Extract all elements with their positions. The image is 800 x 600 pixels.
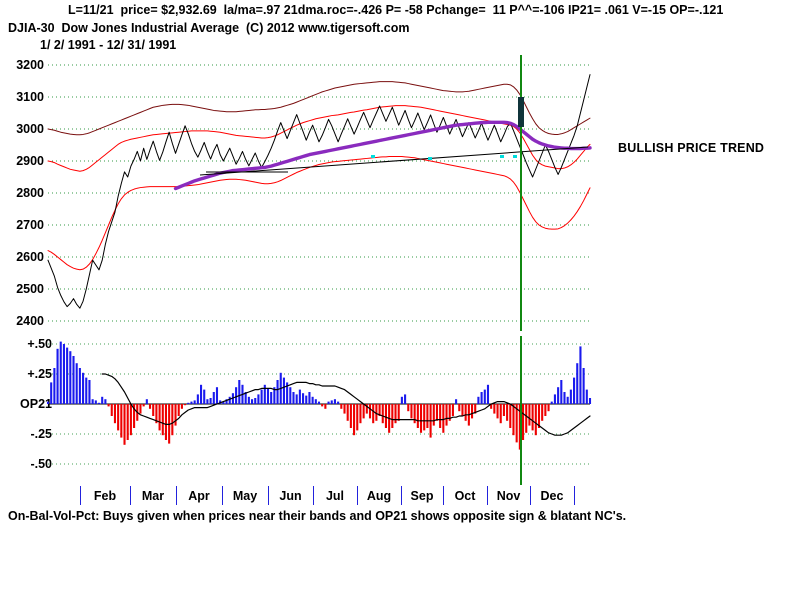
month-label-feb: Feb (93, 489, 117, 503)
price-axis-tick-3200: 3200 (16, 58, 44, 72)
price-axis-tick-3100: 3100 (16, 90, 44, 104)
month-label-mar: Mar (141, 489, 165, 503)
price-axis-tick-2400: 2400 (16, 314, 44, 328)
month-tick-4 (268, 486, 269, 505)
month-label-oct: Oct (454, 489, 476, 503)
month-tick-9 (487, 486, 488, 505)
month-tick-0 (80, 486, 81, 505)
month-axis: Feb Mar Apr May Jun Jul Aug Sep Oct Nov Dec (0, 486, 620, 508)
price-axis-tick-2600: 2600 (16, 250, 44, 264)
header-date-range: 1/ 2/ 1991 - 12/ 31/ 1991 (40, 38, 177, 52)
header-stats-line: L=11/21 price= $2,932.69 la/ma=.97 21dma… (68, 3, 724, 17)
op21-chart-plot (46, 341, 592, 465)
price-axis-tick-2500: 2500 (16, 282, 44, 296)
op21-axis-tick-+50: +.50 (27, 337, 52, 351)
op21-axis-tick--25: -.25 (30, 427, 52, 441)
month-label-jul: Jul (325, 489, 345, 503)
month-label-aug: Aug (366, 489, 392, 503)
header-copyright: (C) 2012 www.tigersoft.com (246, 21, 410, 35)
op21-axis-tick-OP21: OP21 (20, 397, 52, 411)
price-chart-panel: 3200 3100 3000 2900 2800 2700 2600 2500 2400 (0, 55, 620, 333)
month-tick-8 (443, 486, 444, 505)
month-tick-5 (313, 486, 314, 505)
month-tick-1 (130, 486, 131, 505)
month-tick-10 (530, 486, 531, 505)
month-tick-7 (401, 486, 402, 505)
price-axis-tick-2700: 2700 (16, 218, 44, 232)
header-symbol-name: DJIA-30 Dow Jones Industrial Average (8, 21, 240, 35)
chart-caption: On-Bal-Vol-Pct: Buys given when prices n… (8, 509, 627, 523)
price-axis-tick-2900: 2900 (16, 154, 44, 168)
month-label-may: May (232, 489, 258, 503)
op21-indicator-panel: +.50 +.25 OP21 -.25 -.50 (0, 336, 620, 486)
price-chart-plot (47, 64, 592, 322)
month-label-nov: Nov (496, 489, 521, 503)
month-label-sep: Sep (410, 489, 434, 503)
month-label-jun: Jun (279, 489, 302, 503)
op21-axis-tick--50: -.50 (30, 457, 52, 471)
month-tick-2 (176, 486, 177, 505)
month-tick-6 (357, 486, 358, 505)
month-tick-3 (222, 486, 223, 505)
month-label-apr: Apr (188, 489, 210, 503)
price-axis-tick-3000: 3000 (16, 122, 44, 136)
price-axis-tick-2800: 2800 (16, 186, 44, 200)
month-label-dec: Dec (540, 489, 564, 503)
bullish-trend-annotation: BULLISH PRICE TREND (618, 141, 765, 155)
op21-axis-tick-+25: +.25 (27, 367, 52, 381)
month-tick-11 (574, 486, 575, 505)
